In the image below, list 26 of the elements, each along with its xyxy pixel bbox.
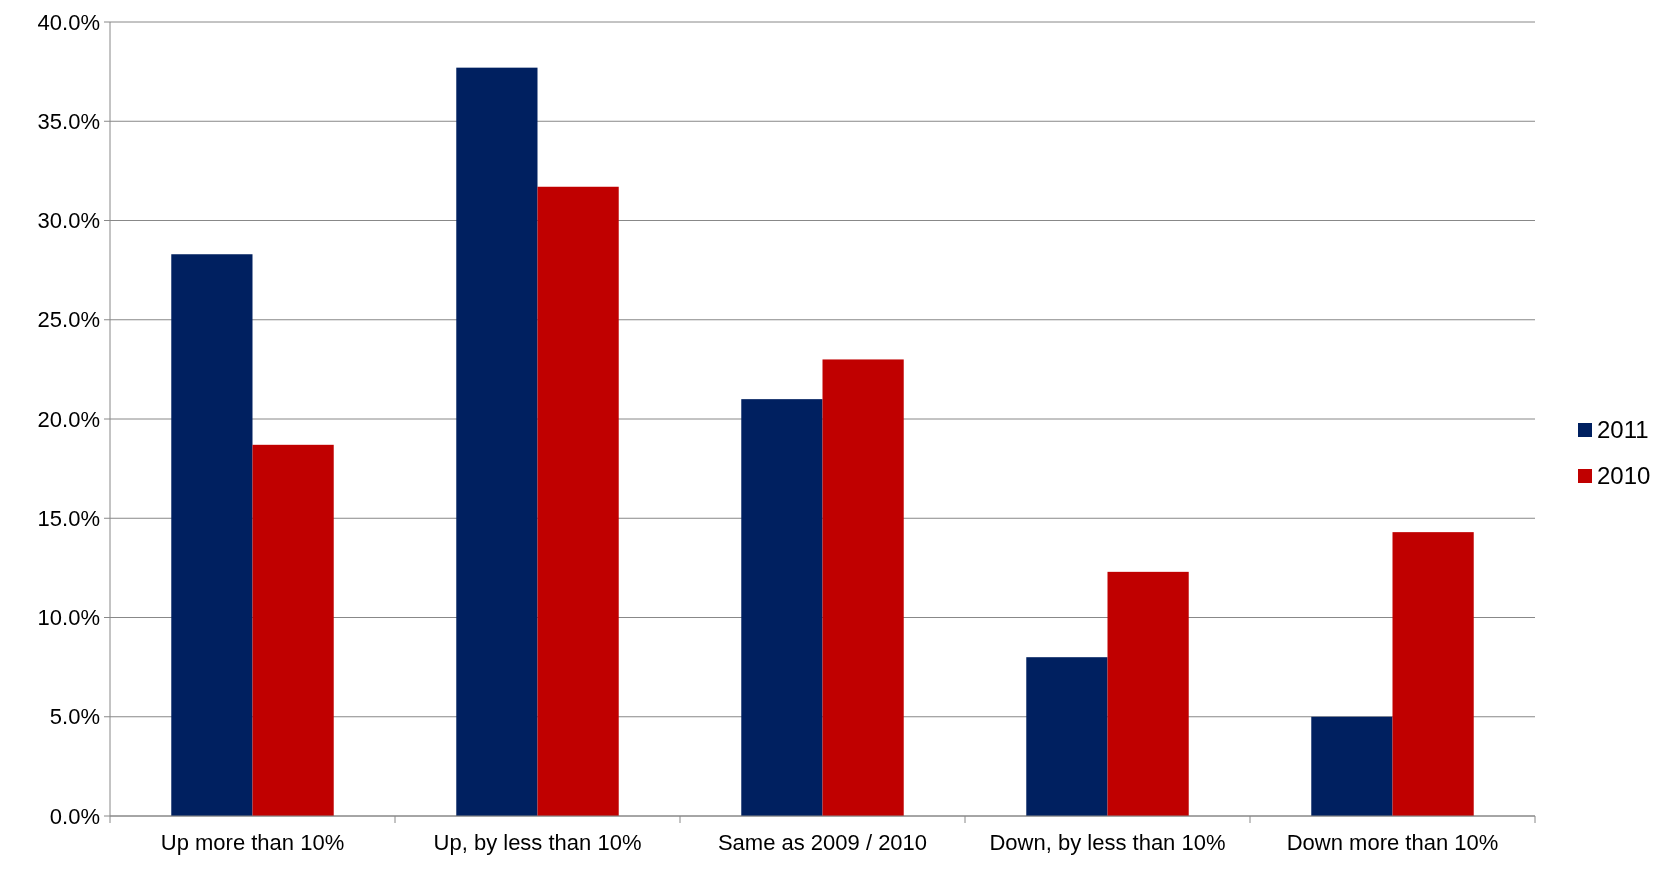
bar	[822, 359, 904, 816]
bar	[1107, 571, 1189, 816]
x-tick-label: Down, by less than 10%	[989, 830, 1226, 855]
x-tick-label: Same as 2009 / 2010	[717, 830, 928, 855]
x-tick-label: Up, by less than 10%	[433, 830, 642, 855]
x-tick-label: Up more than 10%	[160, 830, 345, 855]
y-tick-label: 5.0%	[49, 704, 100, 730]
legend-label: 2011	[1597, 416, 1649, 444]
bar	[741, 399, 823, 816]
y-tick-label: 30.0%	[37, 208, 100, 234]
bar	[1392, 532, 1474, 816]
y-tick-label: 20.0%	[37, 406, 100, 432]
y-tick-label: 40.0%	[37, 9, 100, 35]
bar	[252, 444, 334, 816]
y-tick-label: 35.0%	[37, 108, 100, 134]
bar	[1026, 657, 1108, 816]
y-tick-label: 10.0%	[37, 605, 100, 631]
y-tick-label: 0.0%	[49, 803, 100, 829]
y-tick-label: 25.0%	[37, 307, 100, 333]
legend-label: 2010	[1597, 462, 1651, 490]
bar	[537, 186, 619, 816]
bar	[171, 254, 253, 816]
y-tick-label: 15.0%	[37, 505, 100, 531]
bar	[1311, 716, 1393, 816]
bar	[456, 67, 538, 816]
x-tick-label: Down more than 10%	[1286, 830, 1499, 855]
